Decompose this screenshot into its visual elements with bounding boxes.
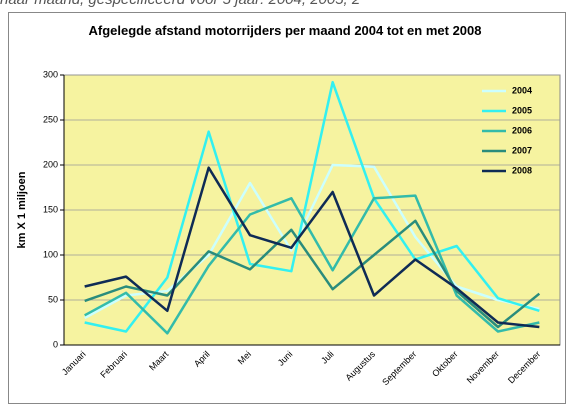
chart-title: Afgelegde afstand motorrijders per maand… [88,23,482,38]
y-axis-label: km X 1 miljoen [16,171,28,248]
y-tick-label: 100 [43,249,58,259]
legend-label: 2005 [512,105,532,115]
series-line [84,194,540,335]
y-tick-label: 0 [53,339,58,349]
series-line [84,80,540,333]
y-tick-label: 300 [43,69,58,79]
header-text: naar maand, gespecificeerd voor 5 jaar: … [0,0,360,8]
series-line [84,219,541,329]
legend-label: 2007 [512,145,532,155]
series-line [84,166,540,329]
y-tick-label: 200 [43,159,58,169]
y-tick-label: 150 [43,204,58,214]
legend-label: 2006 [512,125,532,135]
y-tick-label: 50 [48,294,58,304]
y-tick-label: 250 [43,114,58,124]
legend-label: 2004 [512,85,532,95]
series-line [84,163,540,320]
legend-label: 2008 [512,165,532,175]
